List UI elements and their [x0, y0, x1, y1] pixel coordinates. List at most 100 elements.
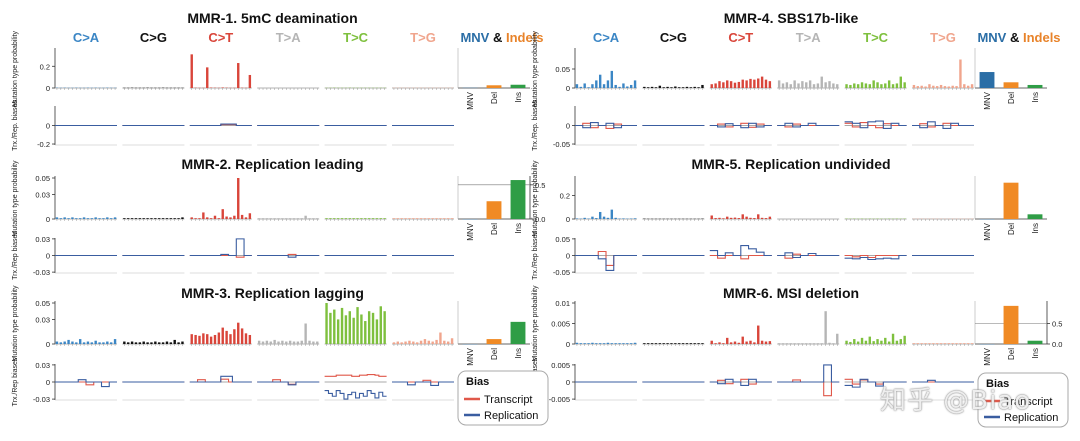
bar: [932, 85, 935, 88]
bar: [966, 343, 970, 344]
bar: [618, 86, 621, 88]
transcript-bias-line: [709, 122, 772, 128]
bar: [749, 217, 752, 219]
bar: [244, 333, 248, 344]
replication-bias-line: [912, 121, 974, 130]
bar: [629, 343, 633, 344]
bias-tick-label: -0.03: [33, 268, 50, 277]
bar: [633, 218, 637, 219]
bar: [356, 218, 359, 219]
panel-6: MMR-6. MSI deletion Mutation type probabi…: [532, 285, 1062, 406]
bar: [718, 342, 721, 344]
legend-2: Bias Transcript Replication: [977, 372, 1069, 428]
bar: [248, 334, 252, 344]
ylabel-probability: Mutation type probability: [12, 285, 19, 361]
bar: [206, 334, 209, 344]
bar: [598, 74, 602, 88]
panel-4: MMR-4. SBS17b-like C>A C>G C>T T>A T>C T>G MNV …: [532, 10, 1061, 151]
bar: [94, 217, 97, 219]
bar: [435, 218, 438, 219]
bar: [741, 214, 744, 219]
mnv-header: MNV: [460, 30, 489, 45]
replication-bias-line: [777, 252, 840, 259]
bar: [891, 84, 895, 88]
indel-label: MNV: [983, 91, 992, 109]
bar: [916, 86, 920, 88]
bar: [629, 84, 633, 88]
bar: [340, 218, 344, 219]
bar: [777, 80, 781, 88]
bar: [757, 78, 760, 88]
bar: [924, 86, 927, 88]
indel-label: Del: [1007, 348, 1016, 360]
bar: [808, 343, 812, 344]
bar: [217, 332, 221, 344]
bar: [300, 218, 303, 219]
bar: [849, 341, 852, 344]
bar: [575, 84, 579, 88]
bar: [768, 341, 772, 344]
bar: [150, 218, 153, 219]
bar: [697, 87, 700, 88]
bar: [67, 339, 70, 344]
indel-label: Del: [1007, 92, 1016, 104]
bar: [650, 343, 654, 344]
bar: [450, 338, 454, 344]
bar: [237, 322, 240, 344]
bias-tick-label: -0.03: [33, 395, 50, 404]
bar: [277, 341, 280, 344]
bar: [102, 218, 105, 219]
bar: [371, 218, 375, 219]
bar: [935, 86, 939, 88]
replication-bias-line: [392, 381, 454, 386]
bar: [606, 342, 610, 344]
y-tick-label: 0: [46, 215, 50, 224]
bar: [726, 80, 729, 88]
bar: [194, 334, 197, 344]
bar: [920, 343, 923, 344]
bias-tick-label: -0.005: [549, 395, 570, 404]
bias-tick-label: -0.05: [553, 268, 570, 277]
bar: [887, 341, 891, 344]
bar: [714, 83, 717, 88]
bar: [737, 81, 741, 88]
bar: [360, 218, 363, 219]
bar: [400, 342, 403, 344]
bar: [710, 84, 713, 88]
bar: [237, 63, 240, 88]
bar: [591, 342, 594, 344]
bar: [173, 218, 176, 219]
bar: [106, 217, 109, 219]
bar: [666, 86, 669, 88]
bar: [633, 80, 637, 88]
bar: [404, 341, 407, 344]
bar: [768, 216, 772, 219]
bar: [622, 83, 625, 88]
indel-label: Ins: [1031, 92, 1040, 103]
bar: [443, 340, 446, 344]
y-tick-label: 0: [566, 215, 570, 224]
ylabel-bias: Trx./Rep biases: [12, 231, 19, 280]
bar: [273, 218, 276, 219]
bar: [622, 218, 625, 219]
bar: [935, 343, 939, 344]
ylabel-bias: Trx./Rep. biases: [532, 100, 539, 151]
replication-bias-line: [777, 122, 840, 128]
bar: [662, 87, 665, 88]
panel-title: MMR-6. MSI deletion: [723, 285, 859, 301]
replication-bias-line: [844, 254, 907, 261]
bar: [288, 218, 292, 219]
panel-title: MMR-1. 5mC deamination: [187, 10, 357, 26]
bar: [181, 217, 184, 219]
bar: [113, 339, 117, 344]
bar: [59, 218, 63, 219]
bar: [753, 218, 756, 219]
bar: [718, 81, 721, 88]
bias-tick-label: 0: [46, 252, 50, 261]
bar: [598, 211, 602, 219]
bar: [292, 341, 296, 344]
bar: [797, 83, 800, 88]
bar: [868, 84, 871, 88]
bar: [626, 343, 629, 344]
bar: [643, 86, 646, 88]
